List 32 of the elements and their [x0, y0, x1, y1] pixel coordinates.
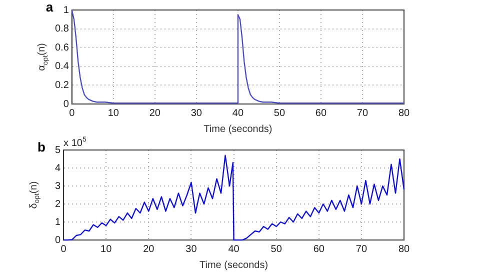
- y-tick-label: 1: [63, 4, 70, 16]
- x-tick-label: 10: [100, 244, 112, 255]
- y-tick-label: 0: [55, 234, 61, 246]
- y-tick-label: 3: [55, 180, 61, 192]
- y-tick-label: 0.8: [54, 24, 70, 35]
- x-tick-label: 50: [270, 244, 282, 255]
- x-tick-label: 70: [356, 244, 368, 255]
- x-tick-label: 60: [313, 244, 325, 255]
- y-tick-label: 0.6: [54, 42, 70, 54]
- x-tick-label: 40: [232, 108, 244, 119]
- x-tick-label: 20: [143, 244, 155, 255]
- x-tick-label: 60: [315, 108, 327, 119]
- x-tick-label: 80: [398, 244, 410, 255]
- x-tick-label: 80: [398, 108, 410, 119]
- y-tick-label: 2: [55, 198, 61, 210]
- y-tick-label: 0.2: [54, 80, 70, 91]
- text: b: [38, 140, 46, 155]
- y-tick-label: 1: [55, 216, 61, 228]
- x-tick-label: 70: [356, 108, 368, 119]
- y-tick-label: 5: [55, 144, 61, 156]
- x-tick-label: 30: [186, 244, 198, 255]
- y-tick-label: 4: [55, 162, 61, 174]
- x-tick-label: 10: [108, 108, 120, 119]
- y-tick-label: 0.4: [54, 61, 70, 72]
- x-tick-label: 40: [228, 244, 240, 255]
- x-tick-label: 20: [149, 108, 161, 119]
- x-tick-label: 30: [190, 108, 202, 119]
- x-axis-title: Time (seconds): [200, 260, 268, 271]
- y-tick-label: 0: [63, 98, 70, 110]
- x-tick-label: 50: [274, 108, 286, 119]
- text: a: [46, 0, 54, 15]
- x-axis-title: Time (seconds): [204, 124, 272, 135]
